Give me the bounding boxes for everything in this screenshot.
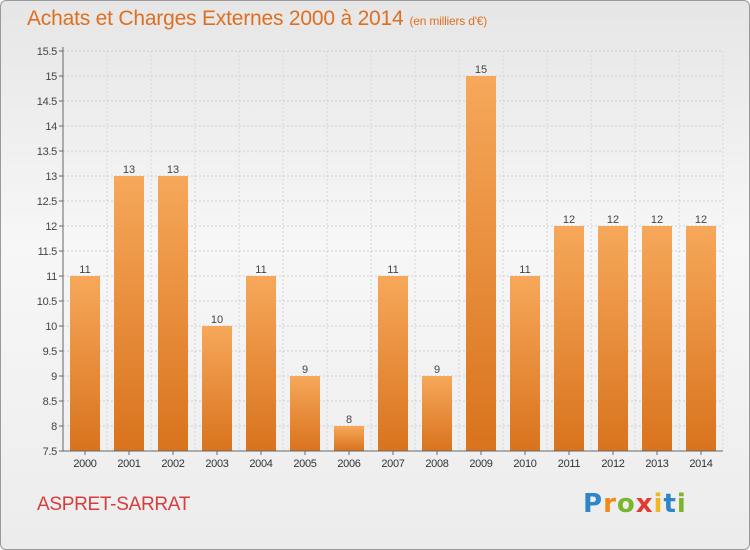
x-tick-label: 2005 (293, 458, 316, 470)
brand-letter: i (676, 489, 687, 519)
bar (686, 226, 716, 451)
x-tick-label: 2002 (161, 458, 184, 470)
y-tick-label: 12 (45, 221, 57, 233)
bar (510, 276, 540, 451)
y-tick-label: 10.5 (37, 296, 57, 308)
y-tick-label: 10 (45, 321, 57, 333)
y-tick-label: 9 (51, 371, 57, 383)
bar (466, 76, 496, 451)
brand-logo: Proxiti (583, 489, 687, 519)
bar-value-label: 11 (519, 264, 530, 276)
unit-note: (en milliers d'€) (409, 14, 488, 28)
x-tick-label: 2006 (337, 458, 360, 470)
bar (598, 226, 628, 451)
y-tick-label: 8.5 (43, 396, 58, 408)
x-tick-label: 2004 (249, 458, 272, 470)
brand-letter: r (603, 489, 617, 519)
x-tick-label: 2011 (558, 458, 581, 470)
bar (158, 176, 188, 451)
x-tick-label: 2010 (513, 458, 536, 470)
y-tick-label: 11 (46, 271, 57, 283)
bar (422, 376, 452, 451)
bar (202, 326, 232, 451)
bar-value-label: 10 (211, 314, 223, 326)
x-tick-label: 2012 (601, 458, 624, 470)
bar (554, 226, 584, 451)
bar-value-label: 9 (302, 364, 308, 376)
y-tick-label: 12.5 (37, 196, 57, 208)
bar-value-label: 12 (695, 214, 707, 226)
bar-value-label: 8 (346, 414, 352, 426)
x-tick-label: 2008 (425, 458, 448, 470)
bar (334, 426, 364, 451)
bar (114, 176, 144, 451)
x-tick-label: 2013 (645, 458, 668, 470)
bar (642, 226, 672, 451)
y-tick-label: 14.5 (37, 96, 57, 108)
brand-letter: i (653, 489, 664, 519)
x-tick-label: 2009 (469, 458, 492, 470)
chart-title: Achats et Charges Externes 2000 à 2014 (e… (27, 7, 487, 31)
y-tick-label: 15.5 (37, 46, 57, 58)
x-tick-label: 2000 (73, 458, 96, 470)
bar-value-label: 15 (475, 64, 487, 76)
y-tick-label: 15 (45, 71, 57, 83)
brand-letter: x (635, 489, 654, 519)
brand-letter: P (583, 489, 604, 519)
y-tick-label: 11.5 (38, 246, 58, 258)
bar (378, 276, 408, 451)
x-tick-label: 2007 (381, 458, 404, 470)
bar-value-label: 12 (651, 214, 663, 226)
bar-value-label: 13 (123, 164, 135, 176)
brand-letter: t (663, 489, 677, 519)
x-tick-label: 2003 (205, 458, 228, 470)
bar (70, 276, 100, 451)
bar-value-label: 12 (607, 214, 619, 226)
chart-title-text: Achats et Charges Externes 2000 à 2014 (27, 7, 404, 30)
brand-letter: o (616, 489, 636, 519)
bar (246, 276, 276, 451)
bar-value-label: 12 (563, 214, 575, 226)
y-tick-label: 13.5 (37, 146, 57, 158)
bar (290, 376, 320, 451)
x-tick-label: 2001 (117, 458, 140, 470)
bar-value-label: 11 (387, 264, 398, 276)
bar-value-label: 13 (167, 164, 179, 176)
x-tick-label: 2014 (689, 458, 712, 470)
bar-value-label: 9 (434, 364, 440, 376)
bars: 11 13 13 10 11 9 8 11 9 15 11 12 12 12 12 (70, 64, 716, 451)
y-tick-label: 14 (45, 121, 57, 133)
y-tick-label: 7.5 (43, 446, 58, 458)
y-tick-label: 9.5 (43, 346, 58, 358)
y-tick-label: 8 (51, 421, 57, 433)
bar-value-label: 11 (255, 264, 266, 276)
bar-value-label: 11 (79, 264, 90, 276)
y-tick-label: 13 (45, 171, 57, 183)
place-name: ASPRET-SARRAT (37, 494, 191, 515)
axes: 7.5 8 8.5 9 9.5 10 10.5 11 11.5 12 12.5 13 13.5 14 14.… (37, 46, 723, 470)
